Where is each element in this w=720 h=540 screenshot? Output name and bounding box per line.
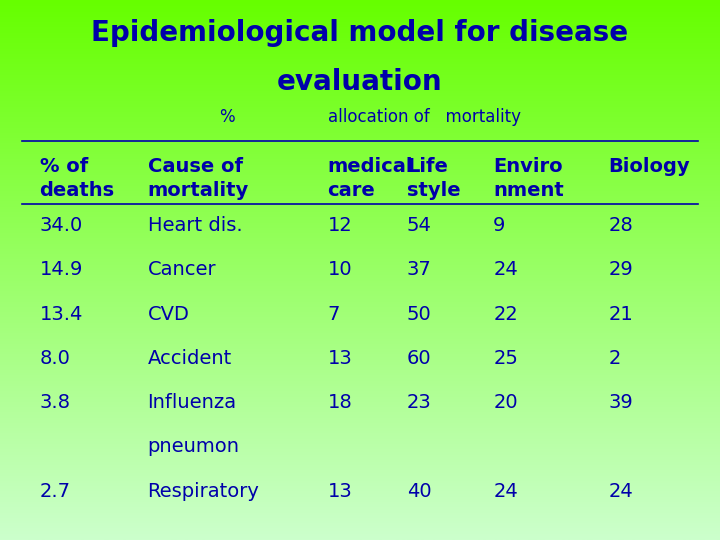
Text: 13: 13	[328, 349, 352, 368]
Text: 40: 40	[407, 482, 431, 501]
Text: 9: 9	[493, 216, 505, 235]
Text: 24: 24	[608, 482, 633, 501]
Text: deaths: deaths	[40, 181, 114, 200]
Text: Respiratory: Respiratory	[148, 482, 259, 501]
Text: 13: 13	[328, 482, 352, 501]
Text: Heart dis.: Heart dis.	[148, 216, 242, 235]
Text: 10: 10	[328, 260, 352, 279]
Text: 21: 21	[608, 305, 633, 323]
Text: mortality: mortality	[148, 181, 249, 200]
Text: pneumon: pneumon	[148, 437, 240, 456]
Text: 7: 7	[328, 305, 340, 323]
Text: 25: 25	[493, 349, 518, 368]
Text: % of: % of	[40, 157, 88, 176]
Text: 50: 50	[407, 305, 431, 323]
Text: Cancer: Cancer	[148, 260, 216, 279]
Text: 34.0: 34.0	[40, 216, 83, 235]
Text: 37: 37	[407, 260, 431, 279]
Text: 24: 24	[493, 260, 518, 279]
Text: 60: 60	[407, 349, 431, 368]
Text: Cause of: Cause of	[148, 157, 243, 176]
Text: Enviro: Enviro	[493, 157, 563, 176]
Text: 28: 28	[608, 216, 633, 235]
Text: CVD: CVD	[148, 305, 189, 323]
Text: evaluation: evaluation	[277, 68, 443, 96]
Text: Influenza: Influenza	[148, 393, 237, 412]
Text: allocation of   mortality: allocation of mortality	[328, 108, 521, 126]
Text: 22: 22	[493, 305, 518, 323]
Text: medical: medical	[328, 157, 413, 176]
Text: 54: 54	[407, 216, 432, 235]
Text: 24: 24	[493, 482, 518, 501]
Text: 13.4: 13.4	[40, 305, 83, 323]
Text: %: %	[220, 108, 235, 126]
Text: 23: 23	[407, 393, 431, 412]
Text: 2.7: 2.7	[40, 482, 71, 501]
Text: 20: 20	[493, 393, 518, 412]
Text: Accident: Accident	[148, 349, 232, 368]
Text: care: care	[328, 181, 375, 200]
Text: 12: 12	[328, 216, 352, 235]
Text: Life: Life	[407, 157, 448, 176]
Text: Biology: Biology	[608, 157, 690, 176]
Text: style: style	[407, 181, 460, 200]
Text: nment: nment	[493, 181, 564, 200]
Text: 18: 18	[328, 393, 352, 412]
Text: 2: 2	[608, 349, 621, 368]
Text: Epidemiological model for disease: Epidemiological model for disease	[91, 19, 629, 47]
Text: 14.9: 14.9	[40, 260, 83, 279]
Text: 8.0: 8.0	[40, 349, 71, 368]
Text: 3.8: 3.8	[40, 393, 71, 412]
Text: 39: 39	[608, 393, 633, 412]
Text: 29: 29	[608, 260, 633, 279]
